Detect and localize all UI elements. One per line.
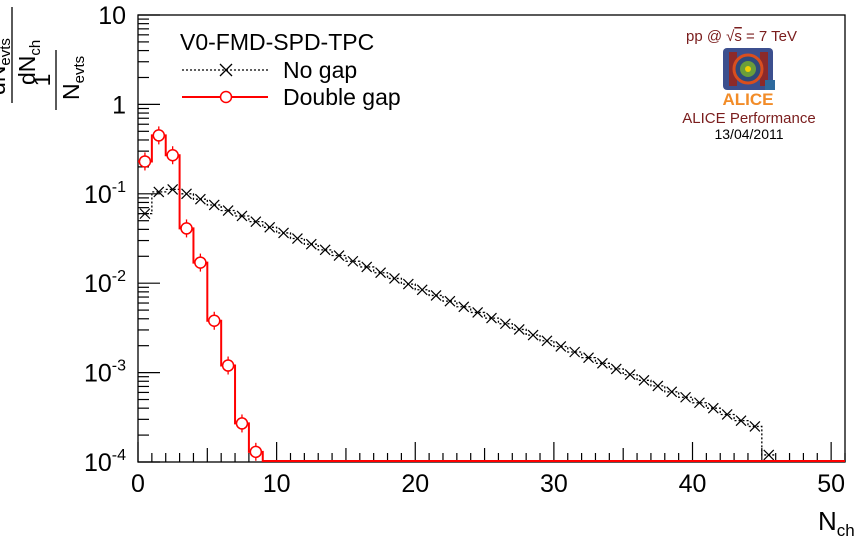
energy-label: pp @ √s = 7 TeV: [686, 28, 797, 45]
x-tick-label: 20: [401, 470, 429, 498]
data-point: [444, 295, 456, 307]
data-point: [389, 273, 400, 284]
data-point: [166, 148, 179, 162]
x-tick-label: 10: [263, 470, 291, 498]
data-point: [486, 312, 497, 324]
legend-label-no-gap: No gap: [283, 57, 357, 83]
data-point: [652, 380, 664, 392]
y-axis-ticks: [138, 14, 160, 463]
performance-label: ALICE Performance: [682, 110, 815, 127]
data-point: [680, 391, 692, 403]
data-point: [569, 346, 581, 358]
data-point: [208, 199, 220, 211]
data-point: [236, 210, 248, 222]
data-point: [181, 188, 192, 200]
x-tick-label: 40: [679, 470, 707, 498]
data-point: [583, 352, 594, 364]
legend-entry-double-gap: Double gap: [182, 84, 401, 110]
x-tick-label: 0: [131, 470, 145, 498]
data-point: [721, 409, 733, 420]
data-point: [264, 221, 276, 233]
data-point: [207, 314, 221, 328]
series-step-line: [138, 188, 776, 456]
data-point: [194, 256, 207, 269]
data-point: [638, 374, 650, 386]
data-point: [541, 335, 553, 347]
data-point: [222, 205, 234, 216]
data-point: [249, 445, 263, 459]
data-point: [458, 301, 470, 313]
legend-title: V0-FMD-SPD-TPC: [180, 29, 374, 55]
data-point: [319, 244, 331, 256]
data-point: [250, 216, 262, 228]
data-point: [416, 284, 428, 296]
data-point: [139, 208, 151, 220]
data-point: [138, 155, 152, 168]
y-tick-label: 10-3: [84, 358, 126, 388]
y-tick-label: 10: [98, 2, 126, 30]
data-point: [499, 318, 511, 330]
y-label-prefactor-denominator: Nevts: [58, 56, 88, 100]
data-point: [610, 363, 622, 375]
data-point: [153, 186, 165, 198]
series-no-gap: [138, 183, 776, 461]
data-point: [152, 129, 166, 142]
data-point: [596, 357, 608, 369]
data-point: [361, 261, 373, 273]
legend-marker-double-gap: [219, 90, 233, 104]
data-point: [624, 369, 636, 381]
data-point: [749, 420, 761, 432]
data-point: [167, 183, 179, 195]
y-axis-label: 1 Nevts dNevts dNch: [0, 7, 88, 110]
y-label-derivative-denominator: dNch: [14, 40, 44, 85]
y-tick-label: 10-4: [84, 447, 126, 477]
y-tick-label: 1: [112, 91, 126, 119]
data-point: [333, 250, 345, 261]
alice-logo-block: pp @ √s = 7 TeV ALICE ALICE Performance 1…: [682, 28, 815, 142]
data-point: [527, 329, 539, 341]
data-point: [305, 238, 317, 250]
y-tick-label: 10-2: [84, 268, 126, 298]
alice-wordmark: ALICE: [723, 90, 774, 109]
data-point: [666, 386, 678, 398]
x-axis-tick-labels: 0 10 20 30 40 50: [131, 470, 845, 498]
x-axis-ticks: [137, 442, 846, 462]
data-point: [278, 227, 289, 239]
data-point: [291, 233, 303, 244]
data-point: [221, 359, 235, 372]
series-double-gap: [138, 126, 264, 462]
data-point: [180, 222, 193, 235]
y-label-prefactor-numerator: 1: [29, 74, 55, 87]
legend-label-double-gap: Double gap: [283, 84, 401, 110]
data-point: [735, 415, 747, 427]
data-point: [194, 193, 206, 205]
y-axis-tick-labels: 10-4 10-3 10-2 10-1 1 10: [84, 2, 126, 477]
alice-detector-icon: [723, 48, 775, 90]
data-point: [555, 341, 567, 352]
y-label-derivative-numerator: dNevts: [0, 38, 14, 95]
data-point: [472, 307, 484, 318]
legend-entry-no-gap: No gap: [182, 57, 357, 83]
data-point: [694, 397, 705, 409]
legend-marker-no-gap: [219, 63, 233, 77]
data-point: [763, 449, 775, 461]
x-tick-label: 30: [540, 470, 568, 498]
date-label: 13/04/2011: [714, 126, 783, 142]
x-axis-label: Nch: [818, 506, 855, 539]
data-point: [235, 417, 249, 430]
legend: V0-FMD-SPD-TPC No gap Double gap: [180, 29, 401, 110]
series-step-line: [138, 134, 264, 462]
data-point: [375, 267, 387, 279]
data-point: [402, 278, 414, 290]
x-tick-label: 50: [817, 470, 845, 498]
series-layer: [138, 126, 845, 462]
data-point: [430, 289, 442, 301]
data-point: [513, 324, 525, 335]
data-point: [347, 255, 359, 267]
data-point: [707, 402, 719, 414]
y-tick-label: 10-1: [84, 179, 126, 209]
